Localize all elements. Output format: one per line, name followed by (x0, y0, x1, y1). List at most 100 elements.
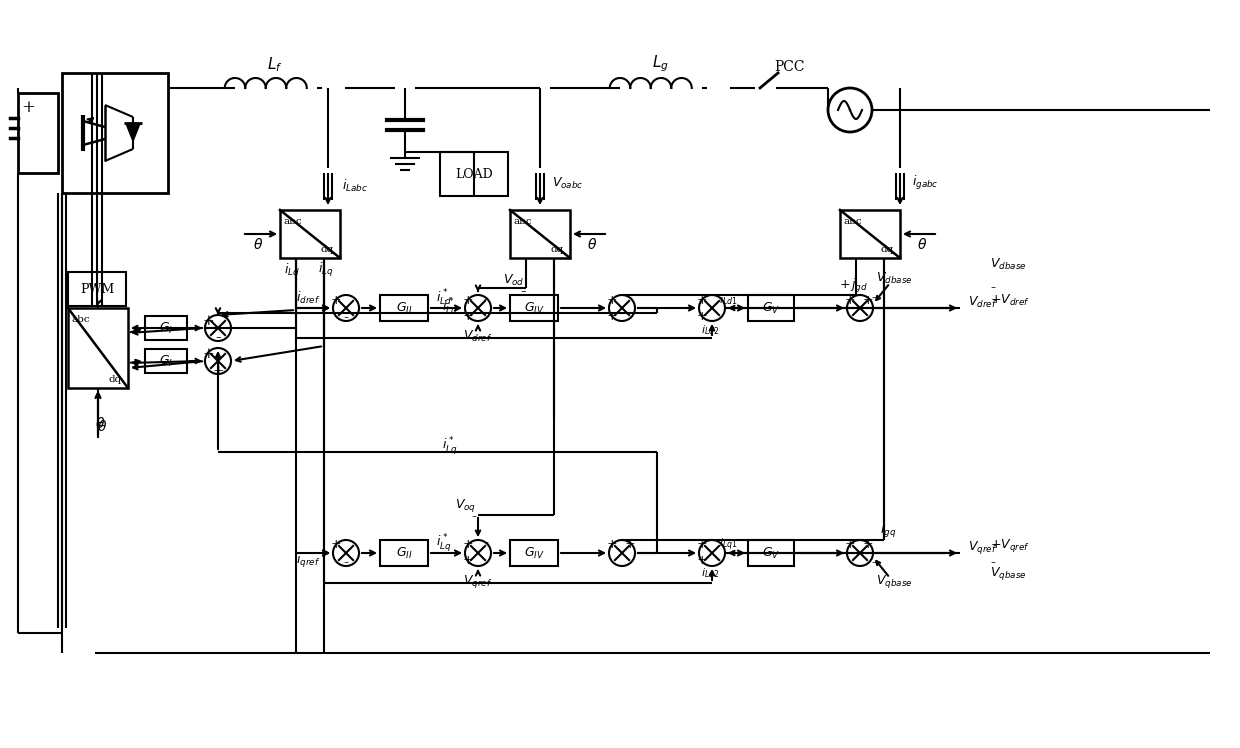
Text: +: + (331, 293, 341, 307)
Text: $i_{Lq}$: $i_{Lq}$ (319, 261, 334, 279)
Text: -: - (872, 556, 877, 570)
Text: -: - (484, 536, 489, 550)
Text: $i_{Labc}$: $i_{Labc}$ (342, 178, 368, 194)
Text: +: + (21, 99, 35, 115)
Text: $i_{Lq1}$: $i_{Lq1}$ (719, 537, 738, 554)
Text: +: + (697, 293, 707, 307)
Text: $V_{qref}$: $V_{qref}$ (968, 539, 997, 556)
Text: +: + (697, 539, 707, 551)
Text: $+\,j_{gd}$: $+\,j_{gd}$ (839, 277, 868, 295)
Text: +: + (844, 539, 856, 551)
Text: +: + (212, 364, 223, 378)
Text: +: + (606, 293, 618, 307)
Text: +: + (606, 310, 618, 322)
Text: $+ V_{qref}$: $+ V_{qref}$ (990, 536, 1029, 554)
Text: +: + (202, 314, 213, 328)
Text: $V_{dref}$: $V_{dref}$ (464, 328, 492, 343)
Bar (748, 540, 794, 566)
Text: -: - (484, 293, 489, 307)
Text: abc: abc (513, 216, 532, 225)
Bar (510, 295, 558, 321)
Text: +: + (463, 539, 474, 551)
Text: $\theta$: $\theta$ (253, 236, 263, 251)
Text: $i_{Ld}^*$: $i_{Ld}^*$ (441, 297, 458, 317)
Text: dq: dq (108, 375, 122, 384)
Text: $i_{qref}$: $i_{qref}$ (296, 552, 320, 570)
Text: +: + (331, 539, 341, 551)
Text: $i_{gq}$: $i_{gq}$ (880, 522, 897, 540)
Bar (379, 295, 428, 321)
Text: +: + (844, 293, 856, 307)
Text: $G_{II}$: $G_{II}$ (396, 301, 413, 316)
Text: $V_{dbase}$: $V_{dbase}$ (875, 271, 913, 286)
Text: -: - (343, 311, 348, 325)
Text: $i_{Ld}$: $i_{Ld}$ (284, 262, 300, 278)
Text: -: - (990, 556, 996, 570)
Text: -: - (990, 281, 996, 295)
Bar (839, 210, 900, 258)
Text: $V_{oabc}$: $V_{oabc}$ (552, 176, 584, 191)
Text: $\theta$: $\theta$ (916, 236, 928, 251)
Text: $i_{Lq2}$: $i_{Lq2}$ (701, 567, 719, 583)
Text: -: - (471, 510, 476, 524)
Bar (145, 349, 187, 373)
Bar (379, 540, 428, 566)
Bar (510, 540, 558, 566)
Text: $i_{Lq}^*$: $i_{Lq}^*$ (436, 532, 451, 554)
Bar (510, 210, 570, 258)
Text: $V_{dbase}$: $V_{dbase}$ (990, 257, 1027, 272)
Text: $i_{Ld2}$: $i_{Ld2}$ (701, 323, 719, 337)
Text: -: - (343, 556, 348, 570)
Text: $G_{II}$: $G_{II}$ (396, 545, 413, 560)
Bar (19, 93, 58, 173)
Text: -: - (216, 330, 221, 346)
Bar (280, 210, 340, 258)
Text: -: - (521, 283, 526, 301)
Text: abc: abc (843, 216, 862, 225)
Text: $\theta$: $\theta$ (587, 236, 598, 251)
Text: $G_V$: $G_V$ (761, 545, 780, 560)
Text: $i_{gabc}$: $i_{gabc}$ (911, 174, 939, 192)
Text: abc: abc (284, 216, 303, 225)
Text: -: - (872, 291, 877, 305)
Text: +: + (463, 310, 474, 322)
Text: +: + (697, 554, 707, 568)
Text: +: + (202, 347, 213, 361)
Text: PCC: PCC (775, 60, 805, 74)
Text: $V_{oq}$: $V_{oq}$ (455, 497, 476, 513)
Text: $\theta$: $\theta$ (95, 415, 105, 431)
Text: $V_{dref}$: $V_{dref}$ (968, 295, 997, 310)
Bar (145, 316, 187, 340)
Text: dq: dq (880, 245, 894, 254)
Text: $G_{IV}$: $G_{IV}$ (523, 301, 544, 316)
Text: +: + (463, 293, 474, 307)
Text: +: + (625, 539, 635, 551)
Polygon shape (125, 123, 141, 143)
Text: $V_{qbase}$: $V_{qbase}$ (875, 572, 913, 589)
Text: dq: dq (320, 245, 334, 254)
Text: +: + (863, 539, 873, 551)
Text: $L_f$: $L_f$ (267, 55, 283, 74)
Text: LOAD: LOAD (455, 168, 492, 180)
Text: +: + (606, 539, 618, 551)
Text: $i_{dref}$: $i_{dref}$ (296, 290, 320, 306)
Text: $i_{Ld1}$: $i_{Ld1}$ (719, 293, 738, 307)
Text: +: + (463, 554, 474, 568)
Text: PWM: PWM (79, 283, 114, 295)
Text: $G_I$: $G_I$ (159, 354, 174, 369)
Text: $G_{IV}$: $G_{IV}$ (523, 545, 544, 560)
Text: $G_V$: $G_V$ (761, 301, 780, 316)
Text: $L_g$: $L_g$ (651, 53, 668, 74)
Bar (68, 308, 128, 388)
Text: abc: abc (72, 314, 91, 323)
Bar (68, 272, 126, 306)
Text: $\theta$: $\theta$ (97, 418, 107, 434)
Text: $+ V_{dref}$: $+ V_{dref}$ (990, 292, 1029, 307)
Text: +: + (863, 293, 873, 307)
Text: $i_{Lq}^*$: $i_{Lq}^*$ (443, 435, 458, 457)
Bar (748, 295, 794, 321)
Text: $V_{od}$: $V_{od}$ (503, 272, 525, 287)
Text: +: + (697, 310, 707, 322)
Text: $V_{qref}$: $V_{qref}$ (464, 572, 492, 589)
Text: $G_I$: $G_I$ (159, 320, 174, 336)
